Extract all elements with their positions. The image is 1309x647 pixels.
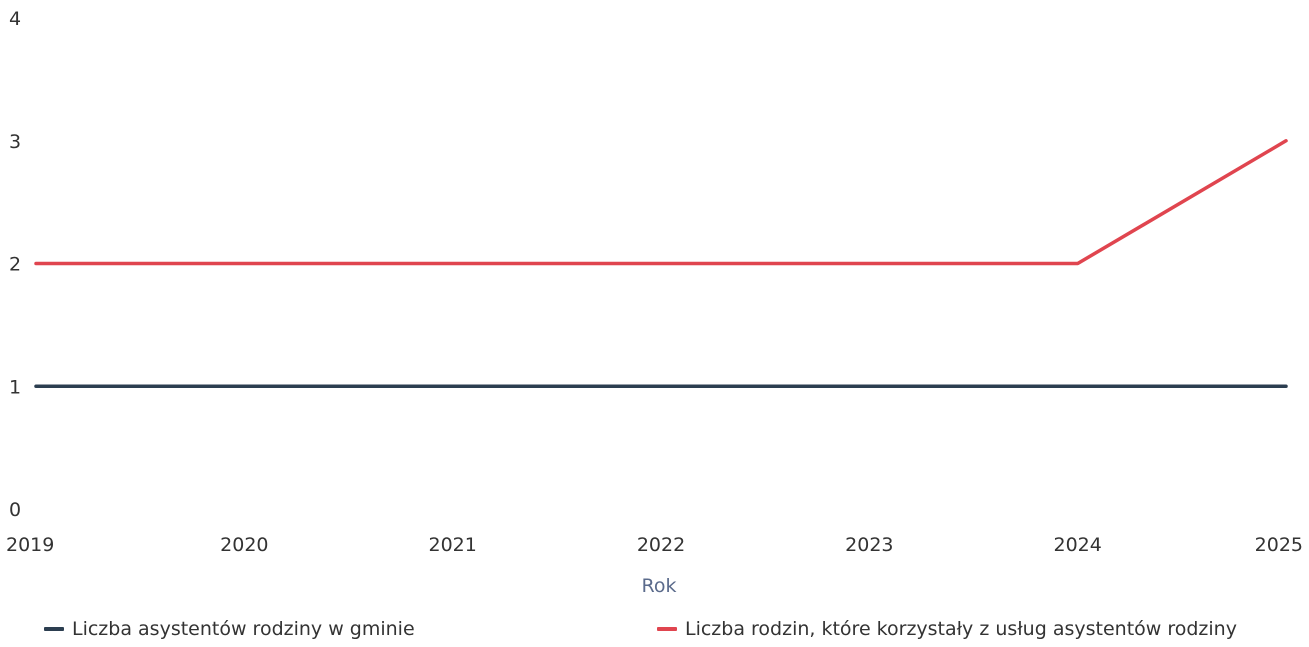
- y-tick-label: 3: [9, 131, 21, 153]
- y-axis-ticks: 0 1 2 3 4: [9, 8, 21, 521]
- legend: Liczba asystentów rodziny w gminie Liczba…: [0, 618, 1309, 644]
- x-tick-label: 2024: [1053, 534, 1101, 556]
- y-tick-label: 4: [9, 8, 21, 30]
- x-tick-label: 2020: [220, 534, 268, 556]
- legend-item-1: Liczba asystentów rodziny w gminie: [44, 618, 415, 640]
- legend-label: Liczba rodzin, które korzystały z usług …: [685, 618, 1237, 640]
- x-tick-label: 2025: [1255, 534, 1303, 556]
- chart-svg: 0 1 2 3 4 2019 2020 2021 2022 2023 2024 2025 Rok: [6, 8, 1303, 597]
- y-tick-label: 2: [9, 254, 21, 276]
- series-line-2: [34, 139, 1288, 266]
- x-tick-label: 2023: [845, 534, 893, 556]
- x-tick-label: 2021: [428, 534, 476, 556]
- x-axis-ticks: 2019 2020 2021 2022 2023 2024 2025: [6, 534, 1303, 556]
- series-layer: [34, 139, 1288, 389]
- x-tick-label: 2019: [6, 534, 54, 556]
- x-tick-label: 2022: [637, 534, 685, 556]
- legend-item-2: Liczba rodzin, które korzystały z usług …: [657, 618, 1237, 640]
- y-tick-label: 0: [9, 499, 21, 521]
- legend-label: Liczba asystentów rodziny w gminie: [72, 618, 415, 640]
- legend-swatch: [44, 627, 64, 631]
- y-tick-label: 1: [9, 376, 21, 398]
- x-axis-title: Rok: [642, 575, 677, 597]
- legend-swatch: [657, 627, 677, 631]
